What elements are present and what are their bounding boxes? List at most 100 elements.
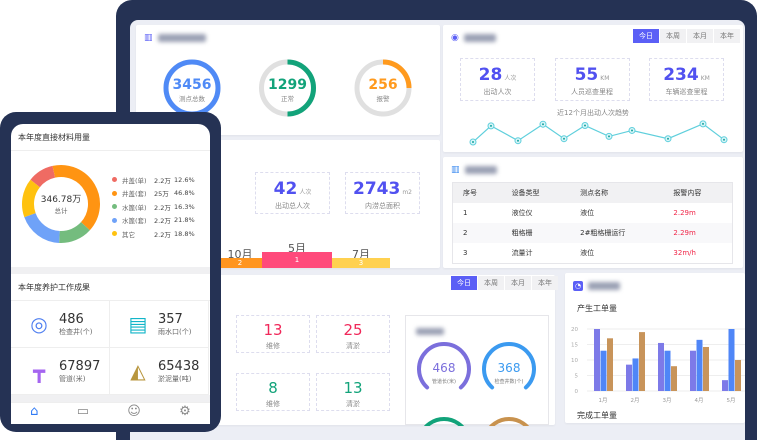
bar bbox=[664, 350, 671, 391]
materials-title: 本年度直接材料用量 bbox=[11, 124, 210, 151]
stat-unit: 人次 bbox=[299, 189, 312, 196]
table-row[interactable]: 2 粗格栅 2#粗格栅运行 2.29m bbox=[453, 223, 732, 243]
tab-month[interactable]: 本月 bbox=[505, 276, 531, 290]
tab-today[interactable]: 今日 bbox=[633, 29, 659, 43]
tab-week[interactable]: 本周 bbox=[660, 29, 686, 43]
result-item: ┳ 67897 管道(米) bbox=[11, 348, 110, 395]
legend-amount: 2.2万 bbox=[154, 176, 171, 185]
divider bbox=[11, 267, 210, 274]
pipe-icon: ┳ bbox=[32, 359, 46, 383]
tab-year[interactable]: 本年 bbox=[532, 276, 558, 290]
ring-label: 正常 bbox=[281, 94, 294, 103]
trend-point-center bbox=[702, 122, 704, 125]
ring-progress bbox=[287, 59, 316, 117]
legend-name: 井盖(套) bbox=[122, 190, 147, 199]
legend-dot bbox=[112, 190, 117, 196]
rank-bar: 3 bbox=[332, 258, 390, 268]
result-value: 67897 bbox=[59, 358, 101, 374]
gauge-arc-partial bbox=[423, 417, 465, 426]
result-label: 淤泥量(吨) bbox=[158, 374, 192, 383]
eye-icon: ◉ bbox=[451, 33, 459, 43]
x-tick-label: 4月 bbox=[695, 397, 704, 404]
bottom-nav: ⌂ ▭ ☺ ⚙ bbox=[11, 402, 210, 424]
divider bbox=[11, 395, 210, 402]
x-tick-label: 3月 bbox=[663, 397, 672, 404]
result-value: 486 bbox=[59, 311, 84, 327]
stat-value: 55 bbox=[574, 65, 599, 85]
legend-amount: 25万 bbox=[154, 190, 169, 199]
bar bbox=[703, 346, 709, 391]
stat-label: 出动总人次 bbox=[275, 202, 310, 210]
grate-icon: ▤ bbox=[128, 312, 148, 336]
period-tabs: 今日 本周 本月 本年 bbox=[450, 276, 558, 290]
stat-box: 234 KM 车辆巡查里程 bbox=[649, 58, 724, 101]
chart-title: 产生工单量 bbox=[577, 304, 617, 313]
legend-amount: 2.2万 bbox=[154, 203, 171, 212]
table-cell: 2.29m bbox=[673, 209, 696, 217]
home-icon[interactable]: ⌂ bbox=[30, 404, 39, 419]
bar bbox=[728, 329, 735, 391]
stat-box: 13 维修 bbox=[236, 315, 310, 353]
network-realtime-card: ▥ 3456 测点总数 1299 正常 256 报警 bbox=[136, 25, 440, 135]
stat-box: 28 人次 出动人次 bbox=[460, 58, 535, 101]
tab-year[interactable]: 本年 bbox=[714, 29, 740, 43]
legend-item: 井盖(套) 25万 46.8% bbox=[112, 187, 195, 201]
ring-value: 3456 bbox=[173, 77, 212, 93]
bar bbox=[671, 366, 677, 391]
legend-amount: 2.2万 bbox=[154, 230, 171, 239]
work-order-card: ◔ 产生工单量 0 5 10 15 20 1月 2月 3月 4月 5月 完成工单量 bbox=[565, 273, 745, 423]
legend-dot bbox=[112, 204, 117, 210]
donut-slice bbox=[24, 212, 61, 243]
legend-item: 水篦(单) 2.2万 16.3% bbox=[112, 200, 195, 214]
stat-unit: KM bbox=[700, 75, 710, 82]
legend-dot bbox=[112, 217, 117, 223]
stat-unit: KM bbox=[600, 75, 610, 82]
gauge-arc bbox=[482, 342, 536, 390]
result-label: 检查井(个) bbox=[59, 327, 93, 336]
donut-slice bbox=[52, 165, 100, 231]
x-tick-label: 1月 bbox=[599, 397, 608, 404]
gauge-label: 检查井数(个) bbox=[495, 378, 524, 385]
result-item: ◎ 486 检查井(个) bbox=[11, 301, 110, 348]
stat-unit: m2 bbox=[402, 189, 412, 196]
card-title-blurred bbox=[463, 34, 496, 42]
ring-value: 256 bbox=[368, 77, 397, 93]
total-label: 总计 bbox=[54, 207, 68, 215]
gauge-label: 管道长(米) bbox=[432, 378, 456, 385]
legend-name: 水篦(套) bbox=[122, 217, 147, 226]
stat-value: 8 bbox=[268, 379, 278, 397]
tab-week[interactable]: 本周 bbox=[478, 276, 504, 290]
legend-pct: 12.6% bbox=[174, 175, 195, 184]
rank-bar: 1 bbox=[262, 252, 332, 268]
table-row[interactable]: 3 流量计 液位 32m/h bbox=[453, 243, 732, 263]
ring-progress bbox=[382, 59, 412, 89]
trend-line-chart bbox=[469, 120, 728, 146]
stat-box: 42 人次 出动总人次 bbox=[255, 172, 330, 214]
user-icon[interactable]: ☺ bbox=[127, 404, 141, 419]
table-cell: 液位仪 bbox=[511, 209, 533, 217]
table-cell: 液位 bbox=[580, 249, 595, 257]
bar bbox=[632, 358, 639, 391]
stat-label: 内涝总面积 bbox=[365, 202, 400, 210]
sludge-icon: ◭ bbox=[130, 359, 146, 383]
x-tick-label: 5月 bbox=[727, 397, 736, 404]
donut-slice bbox=[30, 165, 56, 188]
table-row[interactable]: 1 液位仪 液位 2.29m bbox=[453, 203, 732, 223]
message-icon[interactable]: ▭ bbox=[76, 404, 89, 419]
stat-value: 2743 bbox=[353, 179, 401, 199]
y-tick-label: 10 bbox=[571, 358, 578, 364]
trend-point-center bbox=[723, 138, 725, 141]
settings-icon[interactable]: ⚙ bbox=[179, 404, 191, 419]
tab-today[interactable]: 今日 bbox=[451, 276, 477, 290]
tab-month[interactable]: 本月 bbox=[687, 29, 713, 43]
trend-title: 近12个月出动人次趋势 bbox=[557, 109, 629, 117]
stat-label: 车辆巡查里程 bbox=[665, 88, 708, 96]
stat-label: 维修 bbox=[266, 400, 280, 408]
trend-point-center bbox=[490, 124, 492, 127]
legend-amount: 2.2万 bbox=[154, 217, 171, 226]
column-header: 设备类型 bbox=[501, 183, 571, 203]
bar-chart-icon: ▥ bbox=[451, 165, 460, 175]
table-cell: 2.29m bbox=[663, 223, 732, 243]
result-item: ▤ 357 雨水口(个) bbox=[110, 301, 209, 348]
total-value: 346.78万 bbox=[40, 195, 82, 205]
